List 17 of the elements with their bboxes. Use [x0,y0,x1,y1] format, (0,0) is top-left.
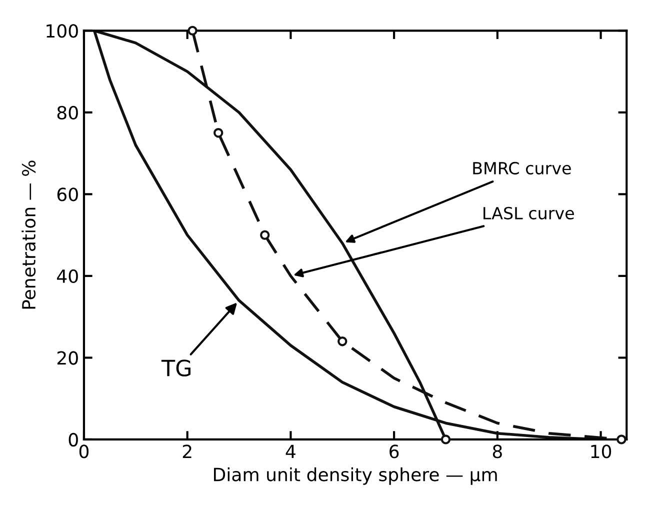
y-axis-title: Penetration — % [22,160,36,309]
annotation: TG [161,360,190,376]
x-tick-label: 0 [79,444,89,458]
x-tick-label: 6 [390,444,399,458]
y-tick-label: 40 [57,269,78,284]
x-tick-label: 4 [286,444,296,458]
y-tick-label: 20 [57,351,78,365]
x-axis-title: Diam unit density sphere — μm [214,467,497,485]
annotation: LASL curve [484,206,574,220]
annotation: BMRC curve [473,162,571,174]
y-tick-label: 100 [46,24,78,38]
x-tick-label: 10 [591,444,612,458]
y-tick-label: 0 [68,432,78,447]
x-tick-label: 8 [492,444,502,458]
y-tick-label: 60 [57,188,78,202]
y-tick-label: 80 [57,106,78,120]
x-tick-label: 2 [182,444,192,458]
